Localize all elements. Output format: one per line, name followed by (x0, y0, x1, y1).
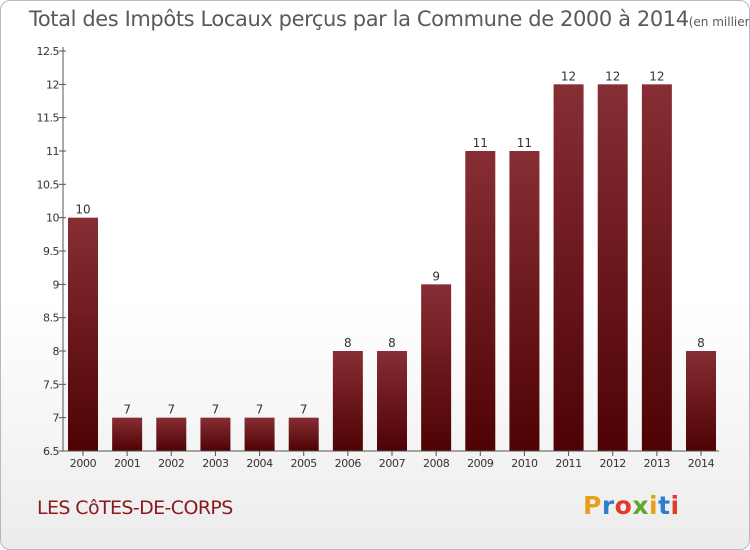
x-tick-label: 2008 (423, 457, 450, 470)
bar-2012 (597, 84, 628, 451)
y-tick-label: 8 (53, 345, 60, 358)
bar-2014 (686, 351, 717, 451)
y-tick-label: 8.5 (43, 312, 59, 325)
x-tick-label: 2001 (114, 457, 140, 470)
x-tick-label: 2007 (379, 457, 406, 470)
y-tick-label: 12.5 (37, 45, 60, 58)
y-axis: 6.5 7 7.5 8 8.5 9 9.5 10 10.5 11 11.5 12 12.5 (37, 45, 66, 458)
y-tick-label: 11.5 (37, 112, 60, 125)
title-text: Total des Impôts Locaux perçus par la Co… (29, 7, 689, 31)
logo-letter: i (670, 491, 680, 520)
data-label: 8 (344, 336, 352, 350)
y-tick-label: 7.5 (43, 378, 59, 391)
y-tick-label: 9 (53, 278, 60, 291)
x-tick-label: 2011 (555, 457, 581, 470)
bar-2001 (112, 417, 143, 451)
x-tick-label: 2004 (246, 457, 273, 470)
x-tick-label: 2003 (202, 457, 229, 470)
bar-2010 (509, 151, 540, 451)
logo-letter: x (632, 491, 649, 520)
x-tick-label: 2009 (467, 457, 494, 470)
y-tick-label: 6.5 (43, 445, 59, 458)
logo-letter: o (614, 491, 633, 520)
unit-note: (en milliers d'€) (688, 15, 750, 29)
data-label: 9 (432, 269, 440, 283)
data-label: 11 (517, 136, 532, 150)
commune-name: LES CôTES-DE-CORPS (37, 497, 233, 519)
data-label: 7 (167, 403, 175, 417)
bar-2009 (465, 151, 496, 451)
logo-letter: r (601, 491, 615, 520)
logo-letter: t (658, 491, 671, 520)
y-tick-label: 11 (46, 145, 59, 158)
bar-2000 (68, 217, 98, 451)
bar-2005 (288, 417, 319, 451)
data-label: 11 (473, 136, 488, 150)
data-label: 7 (212, 403, 220, 417)
data-label: 12 (649, 69, 664, 83)
bar-2006 (332, 351, 363, 451)
data-label: 8 (388, 336, 396, 350)
x-tick-label: 2010 (511, 457, 538, 470)
data-label: 7 (300, 403, 308, 417)
data-label: 8 (697, 336, 705, 350)
data-label: 12 (605, 69, 620, 83)
y-tick-label: 10.5 (37, 178, 60, 191)
x-tick-label: 2006 (335, 457, 362, 470)
bar-2011 (553, 84, 584, 451)
proxiti-logo[interactable]: Proxiti (583, 491, 680, 520)
y-tick-label: 10 (46, 212, 59, 225)
bar-2008 (421, 284, 452, 451)
data-label: 7 (123, 403, 131, 417)
x-tick-label: 2002 (158, 457, 184, 470)
x-tick-label: 2012 (600, 457, 626, 470)
data-label: 7 (256, 403, 264, 417)
bar-2004 (244, 417, 275, 451)
bar-2007 (377, 351, 408, 451)
x-tick-label: 2000 (70, 457, 97, 470)
x-axis: 2000 2001 2002 2003 2004 2005 2006 2007 2008 2009… (63, 450, 719, 470)
chart-title: Total des Impôts Locaux perçus par la Co… (29, 7, 750, 31)
bar-2002 (156, 417, 187, 451)
logo-letter: i (649, 491, 659, 520)
y-tick-label: 9.5 (43, 245, 59, 258)
bar-2013 (641, 84, 672, 451)
bar-2003 (200, 417, 231, 451)
x-tick-label: 2013 (644, 457, 671, 470)
logo-letter: P (583, 491, 602, 520)
bars: 10 7 7 7 7 7 8 8 9 11 11 12 12 12 8 (68, 69, 717, 451)
x-tick-label: 2014 (688, 457, 715, 470)
data-label: 10 (75, 203, 90, 217)
data-label: 12 (561, 69, 576, 83)
y-tick-label: 12 (46, 78, 59, 91)
y-tick-label: 7 (53, 412, 60, 425)
x-tick-label: 2005 (291, 457, 318, 470)
